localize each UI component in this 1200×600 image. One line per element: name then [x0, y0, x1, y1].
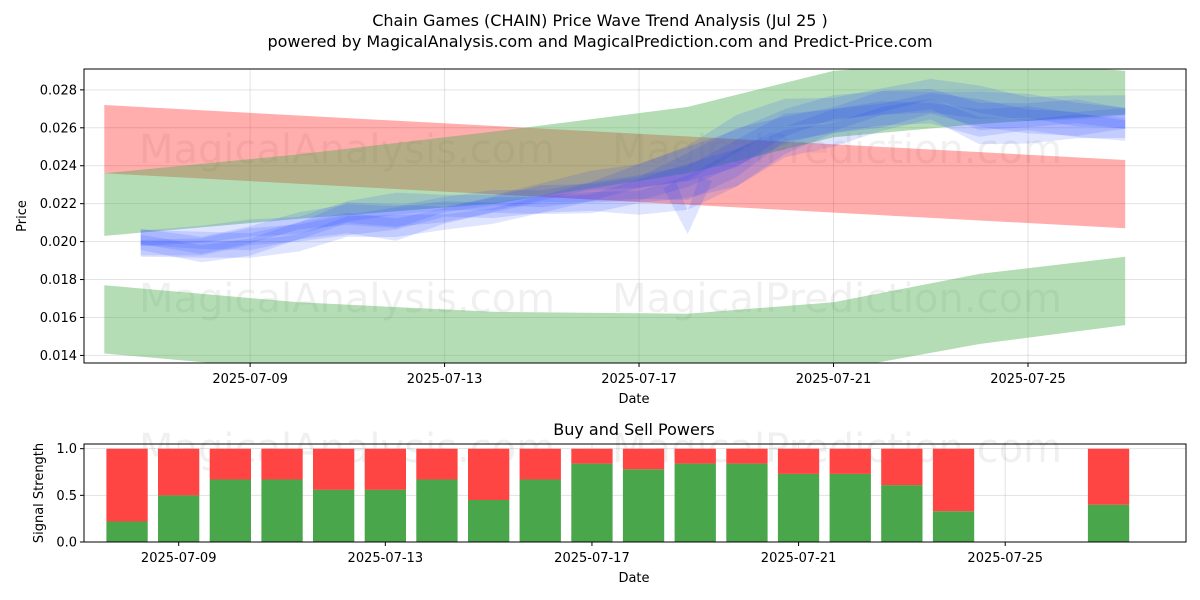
sell-bar	[571, 448, 613, 464]
power-y-tick-label: 0.5	[56, 489, 77, 504]
buy-bar	[209, 479, 251, 542]
sell-bar	[674, 448, 716, 464]
sell-bar	[519, 448, 561, 480]
power-x-tick-label: 2025-07-09	[141, 551, 217, 566]
power-y-ticks: 0.0 0.5 1.0	[56, 442, 84, 551]
buy-bar	[674, 463, 716, 542]
power-x-axis-label: Date	[618, 571, 649, 586]
buy-bar	[1087, 504, 1130, 542]
sell-bar	[261, 448, 303, 480]
sell-bar	[416, 448, 458, 480]
sell-bar	[1087, 448, 1130, 505]
buy-bar	[468, 500, 510, 542]
price-wave-ribbon	[140, 78, 1126, 246]
price-y-tick-label: 0.026	[40, 121, 77, 136]
price-y-tick-label: 0.022	[40, 197, 77, 212]
buy-bar	[106, 521, 148, 542]
price-y-tick-label: 0.014	[40, 349, 77, 364]
watermark-right-2: MagicalPrediction.com	[612, 276, 1062, 322]
price-x-tick-label: 2025-07-25	[990, 372, 1066, 387]
price-y-tick-label: 0.024	[40, 159, 77, 174]
power-x-tick-label: 2025-07-13	[348, 551, 424, 566]
sell-bar	[881, 448, 923, 486]
buy-bar	[416, 479, 458, 542]
price-x-tick-label: 2025-07-13	[407, 372, 483, 387]
sell-bar	[829, 448, 871, 474]
price-plot-frame	[83, 68, 1187, 364]
price-x-tick-label: 2025-07-17	[601, 372, 677, 387]
price-x-ticks: 2025-07-09 2025-07-13 2025-07-17 2025-07-21…	[212, 363, 1066, 387]
buy-bar	[571, 463, 613, 542]
chart-title: Chain Games (CHAIN) Price Wave Trend Ana…	[372, 11, 828, 30]
price-y-tick-label: 0.020	[40, 235, 77, 250]
price-x-axis-label: Date	[618, 392, 649, 407]
power-bars	[106, 448, 1130, 542]
sell-bar	[158, 448, 200, 496]
buy-bar	[622, 469, 665, 542]
price-grid	[84, 69, 1186, 363]
price-band-green-2	[104, 256, 1126, 363]
power-chart-title: Buy and Sell Powers	[553, 420, 715, 439]
buy-bar	[261, 479, 303, 542]
price-y-axis-label: Price	[15, 200, 30, 232]
buy-bar	[932, 511, 975, 542]
sell-bar	[364, 448, 406, 490]
buy-bar	[829, 473, 871, 542]
price-band-green-1	[104, 69, 1126, 236]
sell-bar	[209, 448, 251, 480]
price-wave-ribbon	[140, 91, 1126, 254]
buy-bar	[158, 495, 200, 542]
buy-bar	[519, 479, 561, 542]
price-x-tick-label: 2025-07-09	[212, 372, 288, 387]
power-x-tick-label: 2025-07-25	[967, 551, 1043, 566]
price-y-ticks: 0.014 0.016 0.018 0.020 0.022 0.024 0.026 0.028	[40, 83, 84, 364]
power-x-tick-label: 2025-07-21	[761, 551, 837, 566]
price-wave	[140, 78, 1126, 263]
price-wave-ribbon	[140, 93, 1126, 256]
price-y-tick-label: 0.018	[40, 273, 77, 288]
price-y-tick-label: 0.016	[40, 311, 77, 326]
price-y-tick-label: 0.028	[40, 83, 77, 98]
watermark-right: MagicalPrediction.com	[612, 127, 1062, 173]
price-wave-ribbon	[140, 88, 1126, 251]
power-plot-frame	[83, 443, 1187, 543]
buy-bar	[881, 485, 923, 542]
price-wave-ribbon	[140, 98, 1126, 258]
price-bands	[104, 69, 1126, 363]
power-y-axis-label: Signal Strength	[32, 443, 47, 543]
power-y-tick-label: 0.0	[56, 536, 77, 551]
power-y-tick-label: 1.0	[56, 442, 77, 457]
buy-bar	[313, 489, 355, 542]
sell-bar	[777, 448, 820, 474]
sell-bar	[313, 448, 355, 490]
power-x-ticks: 2025-07-09 2025-07-13 2025-07-17 2025-07-21…	[141, 542, 1043, 566]
price-panel: MagicalAnalysis.com MagicalPrediction.co…	[15, 68, 1187, 407]
price-wave-ribbon	[140, 101, 1126, 263]
sell-bar	[106, 448, 148, 522]
sell-bar	[932, 448, 975, 512]
price-x-tick-label: 2025-07-21	[796, 372, 872, 387]
power-x-tick-label: 2025-07-17	[554, 551, 630, 566]
buy-bar	[364, 489, 406, 542]
price-wave-dip	[663, 177, 712, 234]
power-panel: Buy and Sell Powers MagicalAnalysis.com …	[32, 420, 1187, 586]
buy-bar	[726, 463, 768, 542]
watermark-left: MagicalAnalysis.com	[139, 127, 555, 173]
sell-bar	[726, 448, 768, 464]
watermark-left-2: MagicalAnalysis.com	[139, 276, 555, 322]
sell-bar	[622, 448, 665, 470]
buy-bar	[777, 473, 820, 542]
price-band-red-0	[104, 105, 1126, 229]
price-watermarks: MagicalAnalysis.com MagicalPrediction.co…	[139, 127, 1062, 322]
chart-subtitle: powered by MagicalAnalysis.com and Magic…	[267, 32, 932, 51]
sell-bar	[468, 448, 510, 500]
